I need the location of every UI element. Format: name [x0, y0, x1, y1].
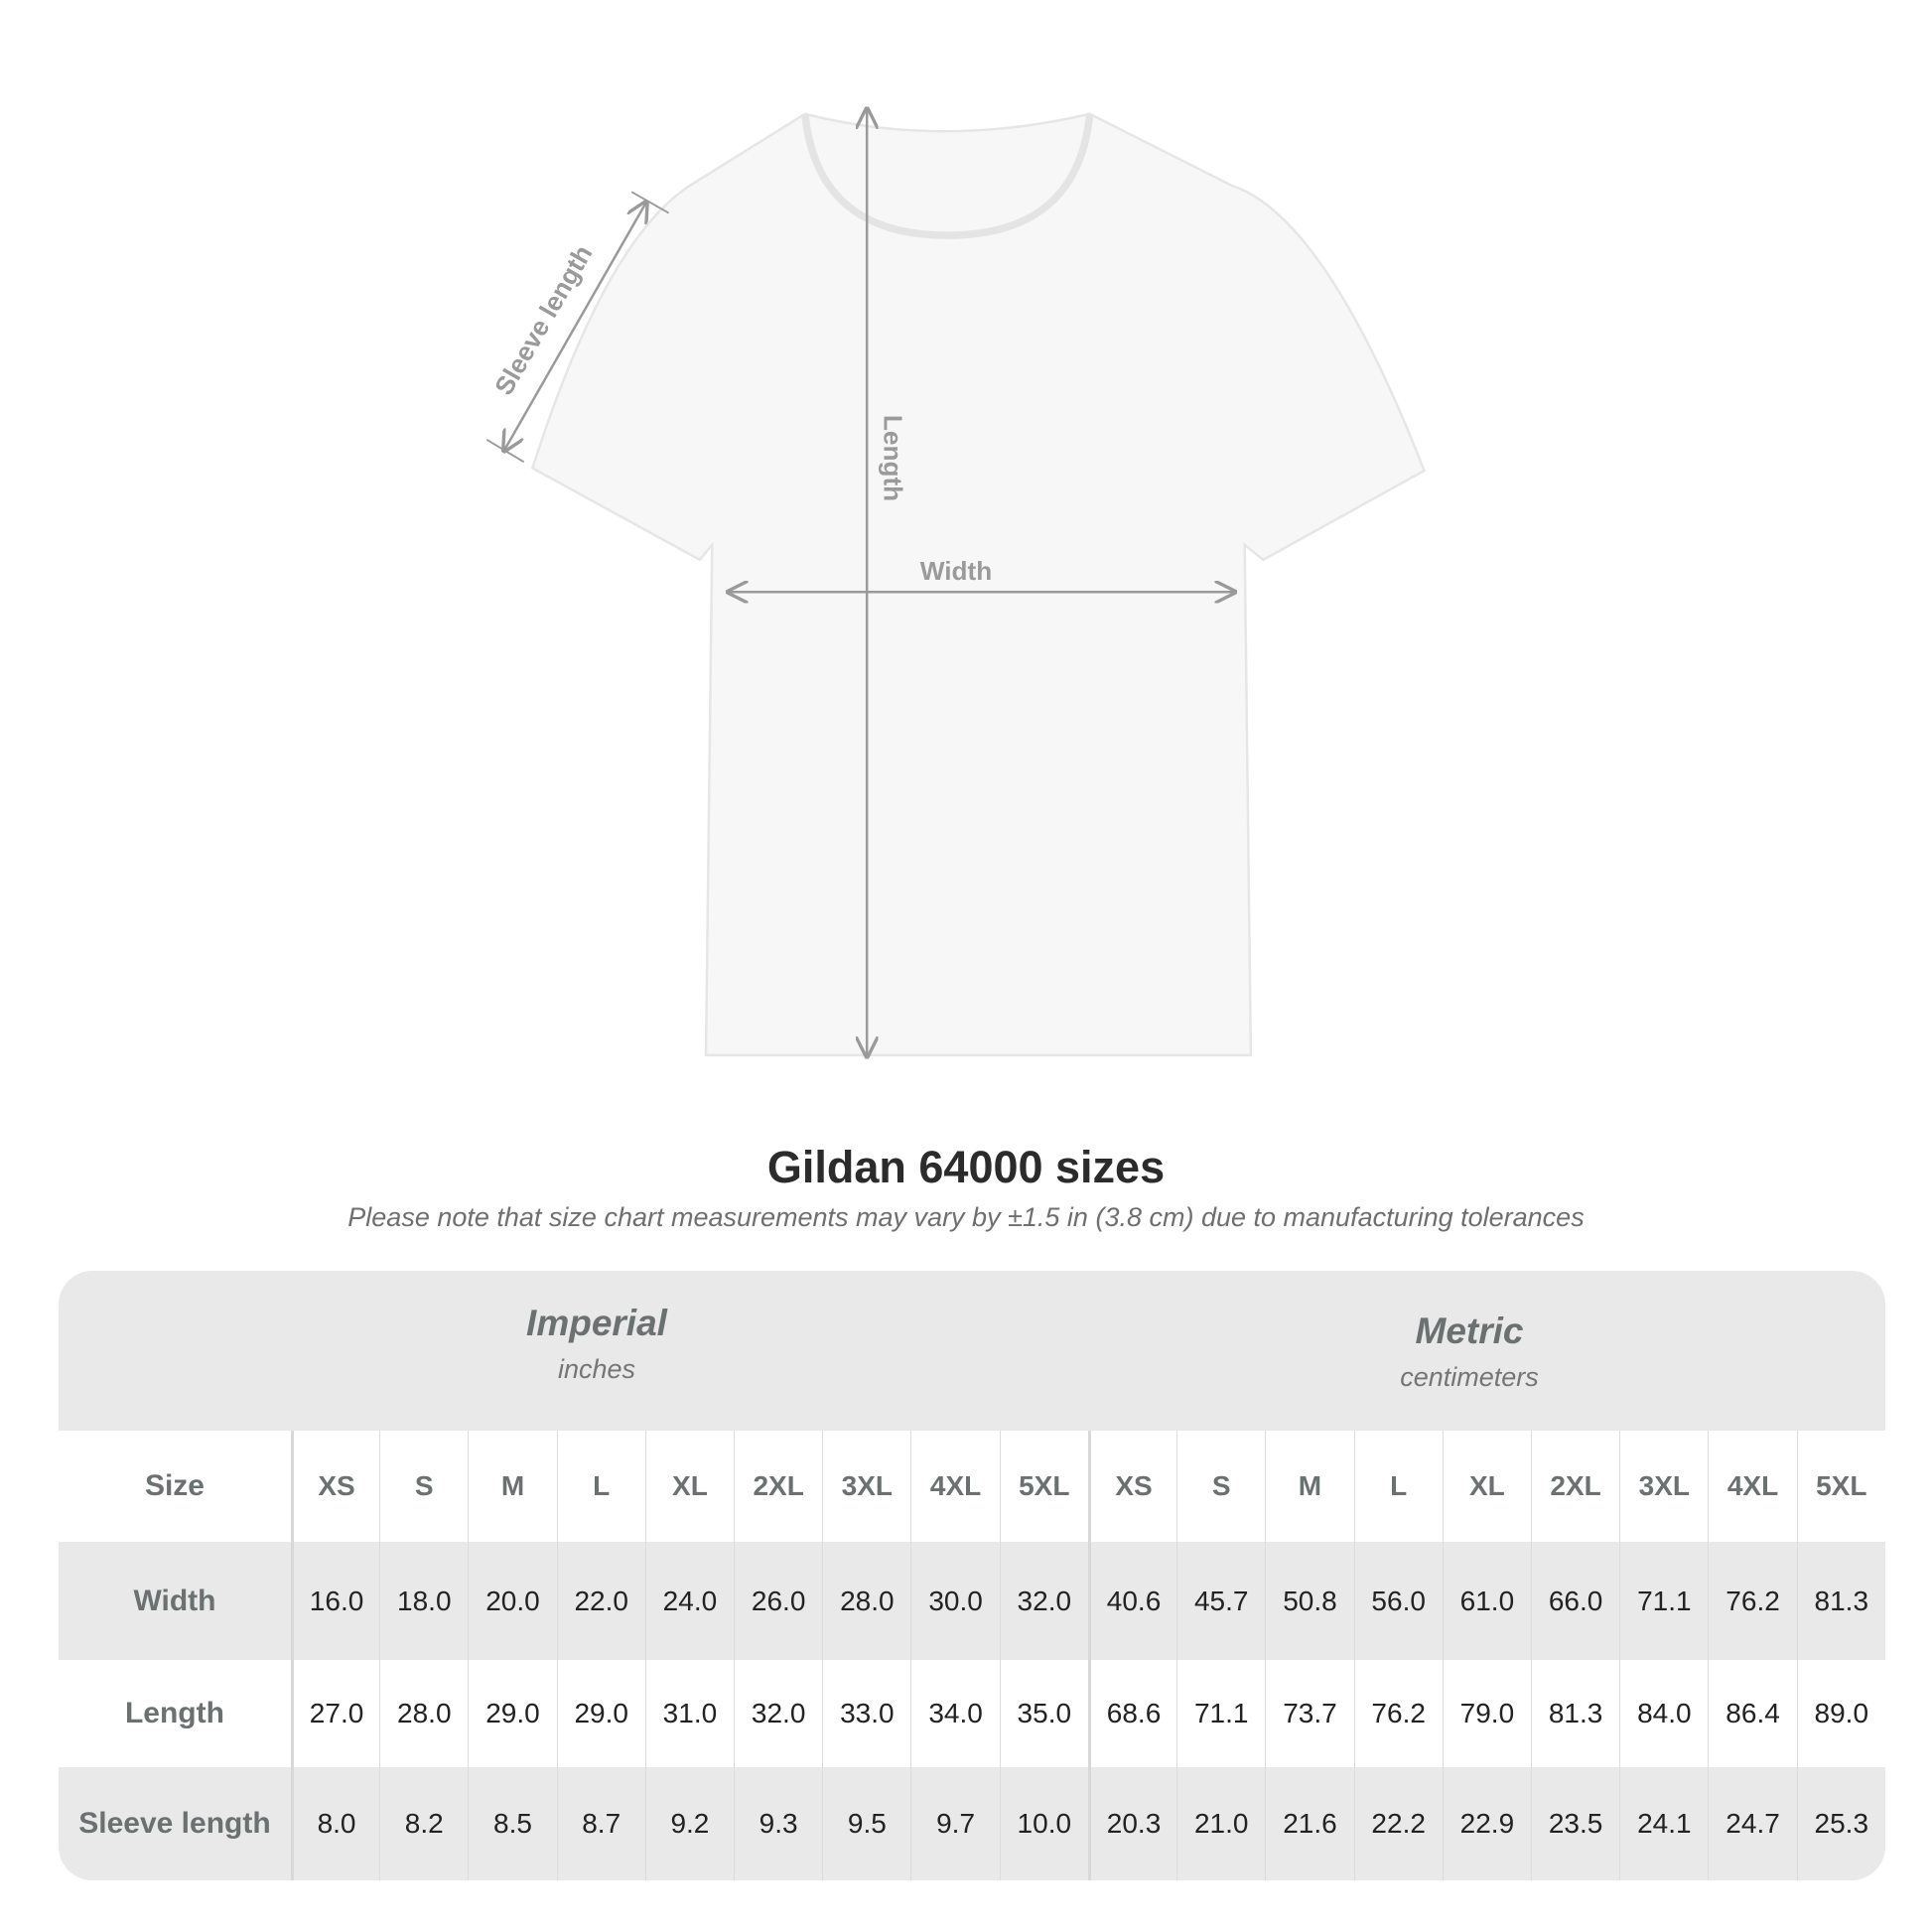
metric-unit: centimeters: [1400, 1362, 1539, 1392]
table-cell: 28.0: [822, 1542, 910, 1660]
table-cell: 45.7: [1176, 1542, 1265, 1660]
table-cell: 22.0: [556, 1542, 645, 1660]
table-cell: 33.0: [822, 1660, 910, 1767]
row-label: Sleeve length: [78, 1807, 271, 1840]
size-header-cell: XS: [1087, 1431, 1176, 1542]
imperial-title: Imperial: [526, 1303, 667, 1343]
tshirt-collar: [801, 113, 1094, 239]
table-cell: 71.1: [1619, 1542, 1708, 1660]
table-cell: 76.2: [1708, 1542, 1796, 1660]
table-cell: 29.0: [468, 1660, 556, 1767]
table-cell: 28.0: [379, 1660, 468, 1767]
page-title: Gildan 64000 sizes: [766, 1142, 1166, 1192]
row-label: Length: [124, 1697, 224, 1729]
table-cell: 26.0: [734, 1542, 822, 1660]
size-header-cell: 2XL: [1531, 1431, 1619, 1542]
size-header-cell: 3XL: [1619, 1431, 1708, 1542]
table-cell: 73.7: [1265, 1660, 1353, 1767]
size-header-cell: 2XL: [734, 1431, 822, 1542]
table-cell: 66.0: [1531, 1542, 1619, 1660]
table-cell: 81.3: [1531, 1660, 1619, 1767]
table-cell: 9.5: [822, 1767, 910, 1880]
table-row: Length 27.0 28.0 29.0 29.0 31.0 32.0 33.0 34.0 35…: [59, 1660, 1885, 1767]
table-cell: 16.0: [290, 1542, 379, 1660]
table-cell: 24.1: [1619, 1767, 1708, 1880]
length-label: Length: [879, 415, 908, 501]
table-cell: 30.0: [910, 1542, 999, 1660]
table-cell: 8.2: [379, 1767, 468, 1880]
table-cell: 86.4: [1708, 1660, 1796, 1767]
tolerance-note: Please note that size chart measurements…: [347, 1202, 1585, 1232]
size-header-cell: 4XL: [910, 1431, 999, 1542]
table-cell: 22.9: [1442, 1767, 1531, 1880]
table-cell: 8.7: [556, 1767, 645, 1880]
size-header-cell: 4XL: [1708, 1431, 1796, 1542]
table-cell: 10.0: [999, 1767, 1088, 1880]
size-header-cell: L: [1353, 1431, 1443, 1542]
table-cell: 18.0: [379, 1542, 468, 1660]
table-row: Width 16.0 18.0 20.0 22.0 24.0 26.0 28.0 30.0 32.…: [59, 1542, 1885, 1660]
table-cell: 21.6: [1265, 1767, 1353, 1880]
size-table: Imperial inches Metric centimeters Size X…: [59, 1271, 1885, 1880]
table-cell: 56.0: [1353, 1542, 1443, 1660]
table-cell: 40.6: [1087, 1542, 1176, 1660]
table-cell: 9.3: [734, 1767, 822, 1880]
table-cell: 22.2: [1353, 1767, 1443, 1880]
row-label: Size: [144, 1469, 205, 1502]
size-header-cell: XL: [644, 1431, 734, 1542]
size-header-cell: 3XL: [822, 1431, 910, 1542]
size-header-row: Size XS S M L XL 2XL 3XL 4XL 5XL XS S M L XL 2XL 3XL 4XL 5…: [59, 1431, 1885, 1542]
table-cell: 32.0: [734, 1660, 822, 1767]
imperial-header: Imperial inches: [299, 1303, 895, 1385]
table-cell: 9.2: [644, 1767, 734, 1880]
table-cell: 24.0: [644, 1542, 734, 1660]
size-header-cell: L: [556, 1431, 645, 1542]
width-label: Width: [920, 556, 992, 586]
imperial-unit: inches: [557, 1354, 636, 1384]
table-cell: 20.0: [468, 1542, 556, 1660]
metric-title: Metric: [1415, 1311, 1524, 1351]
table-cell: 81.3: [1796, 1542, 1885, 1660]
table-cell: 27.0: [290, 1660, 379, 1767]
table-cell: 68.6: [1087, 1660, 1176, 1767]
table-cell: 35.0: [999, 1660, 1088, 1767]
row-label: Width: [133, 1584, 216, 1617]
table-cell: 24.7: [1708, 1767, 1796, 1880]
table-cell: 8.5: [468, 1767, 556, 1880]
size-header-cell: 5XL: [1796, 1431, 1885, 1542]
size-header-cell: M: [468, 1431, 556, 1542]
table-cell: 29.0: [556, 1660, 645, 1767]
size-header-cell: S: [379, 1431, 468, 1542]
unit-header-band: [59, 1271, 1885, 1431]
table-cell: 8.0: [290, 1767, 379, 1880]
table-cell: 50.8: [1265, 1542, 1353, 1660]
size-header-cell: S: [1176, 1431, 1265, 1542]
table-cell: 32.0: [999, 1542, 1088, 1660]
table-cell: 9.7: [910, 1767, 999, 1880]
size-header-cell: XL: [1442, 1431, 1531, 1542]
table-cell: 79.0: [1442, 1660, 1531, 1767]
sleeve-arrow: [504, 202, 646, 451]
size-header-cell: 5XL: [999, 1431, 1088, 1542]
table-cell: 76.2: [1353, 1660, 1443, 1767]
table-cell: 31.0: [644, 1660, 734, 1767]
table-cell: 23.5: [1531, 1767, 1619, 1880]
table-cell: 71.1: [1176, 1660, 1265, 1767]
table-cell: 25.3: [1796, 1767, 1885, 1880]
table-row: Sleeve length 8.0 8.2 8.5 8.7 9.2 9.3 9.5 9.7 10.…: [59, 1767, 1885, 1880]
metric-header: Metric centimeters: [1172, 1311, 1767, 1393]
table-cell: 61.0: [1442, 1542, 1531, 1660]
table-cell: 84.0: [1619, 1660, 1708, 1767]
size-header-cell: M: [1265, 1431, 1353, 1542]
table-cell: 20.3: [1087, 1767, 1176, 1880]
size-header-cell: XS: [290, 1431, 379, 1542]
table-cell: 34.0: [910, 1660, 999, 1767]
table-cell: 89.0: [1796, 1660, 1885, 1767]
table-cell: 21.0: [1176, 1767, 1265, 1880]
